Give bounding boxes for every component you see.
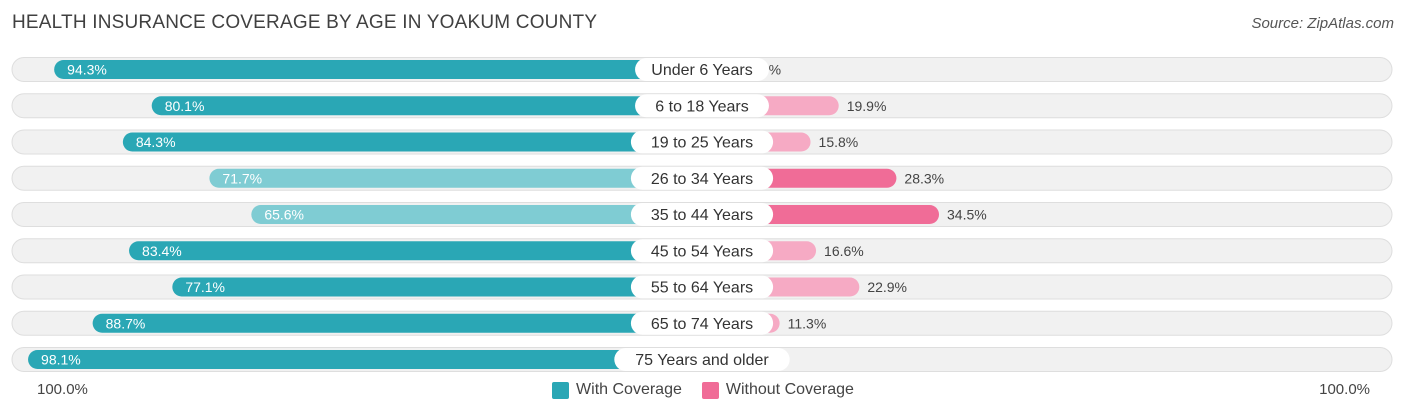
value-label-with-coverage: 88.7% xyxy=(106,315,146,331)
value-label-with-coverage: 77.1% xyxy=(185,279,225,295)
category-pill xyxy=(630,239,774,263)
source-note: Source: ZipAtlas.com xyxy=(1251,15,1394,32)
value-label-without-coverage: 19.9% xyxy=(847,98,887,114)
category-pill xyxy=(635,94,769,118)
value-label-with-coverage: 98.1% xyxy=(41,352,81,368)
value-label-without-coverage: 22.9% xyxy=(867,279,907,295)
category-pill xyxy=(630,203,774,226)
category-pill xyxy=(630,275,774,299)
legend-item-without-coverage[interactable]: Without Coverage xyxy=(701,381,854,399)
category-pill xyxy=(630,311,774,335)
chart-title: HEALTH INSURANCE COVERAGE BY AGE IN YOAK… xyxy=(12,12,598,33)
value-label-without-coverage: 16.6% xyxy=(824,243,864,259)
category-label: 55 to 64 Years xyxy=(651,280,753,297)
category-label: 45 to 54 Years xyxy=(651,243,753,260)
category-label: 75 Years and older xyxy=(635,352,769,369)
bar-with-coverage xyxy=(209,168,702,188)
value-label-with-coverage: 94.3% xyxy=(67,62,107,78)
category-label: 19 to 25 Years xyxy=(651,135,753,152)
value-label-without-coverage: 15.8% xyxy=(819,134,859,150)
axis-left-label: 100.0% xyxy=(37,381,88,398)
category-pill xyxy=(614,348,790,371)
legend-label-with-coverage: With Coverage xyxy=(576,381,682,398)
value-label-with-coverage: 80.1% xyxy=(165,98,205,114)
bar-with-coverage xyxy=(122,132,702,152)
bar-with-coverage xyxy=(28,350,703,369)
category-label: 26 to 34 Years xyxy=(651,171,753,188)
category-label: 35 to 44 Years xyxy=(651,207,753,224)
bar-with-coverage xyxy=(129,241,703,261)
value-label-with-coverage: 65.6% xyxy=(264,207,304,223)
value-label-without-coverage: 28.3% xyxy=(904,170,944,186)
bar-with-coverage xyxy=(54,60,703,79)
category-pill xyxy=(630,166,774,190)
axis-right-label: 100.0% xyxy=(1319,381,1370,398)
legend: With Coverage Without Coverage xyxy=(0,381,1406,399)
value-label-with-coverage: 83.4% xyxy=(142,243,182,259)
legend-swatch-without-coverage xyxy=(701,381,719,399)
value-label-without-coverage: 34.5% xyxy=(947,207,987,223)
bar-with-coverage xyxy=(172,277,702,297)
legend-swatch-with-coverage xyxy=(552,381,570,399)
bar-with-coverage xyxy=(92,313,703,333)
value-label-with-coverage: 71.7% xyxy=(222,170,262,186)
legend-label-without-coverage: Without Coverage xyxy=(725,381,854,398)
legend-item-with-coverage[interactable]: With Coverage xyxy=(552,381,682,399)
category-label: Under 6 Years xyxy=(651,62,752,79)
bar-with-coverage xyxy=(151,96,702,116)
category-label: 65 to 74 Years xyxy=(651,316,753,333)
bar-with-coverage xyxy=(251,205,702,224)
category-pill xyxy=(635,58,769,81)
category-pill xyxy=(630,130,774,154)
category-label: 6 to 18 Years xyxy=(655,98,748,115)
value-label-without-coverage: 11.3% xyxy=(788,315,827,331)
value-label-with-coverage: 84.3% xyxy=(136,134,176,150)
